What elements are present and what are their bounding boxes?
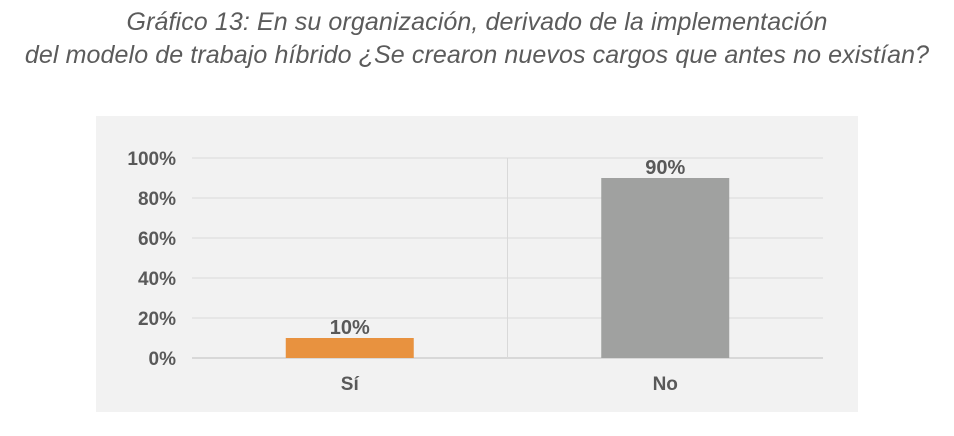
chart-title-line-2: del modelo de trabajo híbrido ¿Se crearo… (24, 41, 930, 69)
y-tick-label: 0% (149, 349, 177, 370)
data-label: 10% (330, 317, 370, 339)
bar-chart: 0% 20% 40% 60% 80% 100% 10% Sí 90% No (127, 149, 823, 395)
chart-title: Gráfico 13: En su organización, derivado… (0, 6, 954, 72)
data-label: 90% (645, 157, 685, 179)
y-tick-label: 40% (138, 269, 176, 290)
bar (601, 178, 730, 358)
y-tick-label: 60% (138, 229, 176, 250)
y-tick-label: 20% (138, 309, 176, 330)
category-label: No (653, 374, 678, 395)
bar (285, 338, 414, 358)
chart-panel: 0% 20% 40% 60% 80% 100% 10% Sí 90% No (96, 116, 858, 412)
y-tick-label: 80% (138, 189, 176, 210)
y-tick-label: 100% (127, 149, 176, 170)
category-label: Sí (341, 374, 360, 395)
chart-title-line-1: Gráfico 13: En su organización, derivado… (126, 8, 828, 36)
